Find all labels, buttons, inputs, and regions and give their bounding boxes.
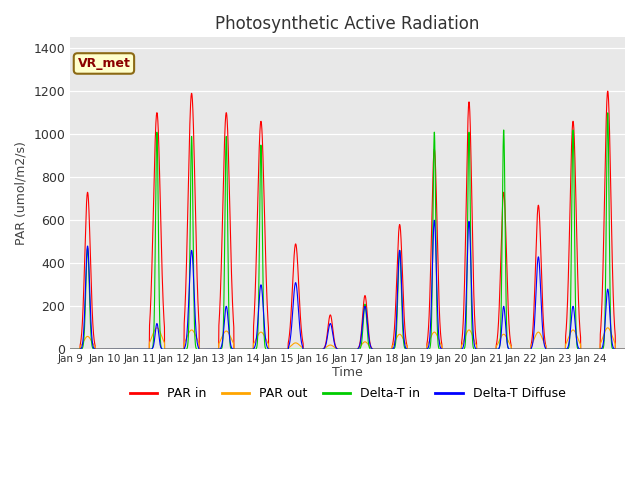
PAR in <box>500 190 508 195</box>
Text: VR_met: VR_met <box>77 57 131 70</box>
PAR in <box>527 342 535 348</box>
Delta-T Diffuse <box>181 343 189 349</box>
Delta-T Diffuse <box>621 347 629 352</box>
Delta-T Diffuse <box>527 347 535 352</box>
Delta-T Diffuse <box>431 217 438 223</box>
Delta-T in <box>67 347 74 352</box>
PAR out <box>621 347 629 352</box>
Line: Delta-T in: Delta-T in <box>70 113 625 349</box>
PAR out <box>153 325 161 331</box>
Delta-T in <box>604 110 611 116</box>
Delta-T in <box>541 347 549 352</box>
Y-axis label: PAR (umol/m2/s): PAR (umol/m2/s) <box>15 142 28 245</box>
PAR out <box>500 331 508 337</box>
PAR in <box>181 299 189 304</box>
Delta-T Diffuse <box>67 347 74 352</box>
PAR in <box>368 346 376 351</box>
PAR in <box>67 347 74 352</box>
PAR out <box>398 334 406 339</box>
Delta-T in <box>500 127 508 133</box>
Delta-T Diffuse <box>500 304 508 310</box>
PAR in <box>398 256 406 262</box>
PAR out <box>67 347 74 352</box>
Delta-T in <box>621 347 629 352</box>
Line: Delta-T Diffuse: Delta-T Diffuse <box>70 220 625 349</box>
Delta-T Diffuse <box>398 291 406 297</box>
X-axis label: Time: Time <box>332 366 363 379</box>
Delta-T Diffuse <box>541 345 549 351</box>
Title: Photosynthetic Active Radiation: Photosynthetic Active Radiation <box>216 15 480 33</box>
Delta-T in <box>368 347 376 352</box>
PAR in <box>541 340 549 346</box>
Delta-T in <box>398 303 406 309</box>
Delta-T Diffuse <box>368 346 376 352</box>
PAR out <box>527 343 535 348</box>
Delta-T in <box>181 347 189 352</box>
Delta-T in <box>527 347 535 352</box>
Line: PAR in: PAR in <box>70 91 625 349</box>
Legend: PAR in, PAR out, Delta-T in, Delta-T Diffuse: PAR in, PAR out, Delta-T in, Delta-T Dif… <box>125 383 570 406</box>
PAR out <box>182 338 189 344</box>
PAR in <box>621 347 629 352</box>
PAR in <box>604 88 611 94</box>
PAR out <box>369 346 376 351</box>
Line: PAR out: PAR out <box>70 328 625 349</box>
PAR out <box>541 342 549 348</box>
